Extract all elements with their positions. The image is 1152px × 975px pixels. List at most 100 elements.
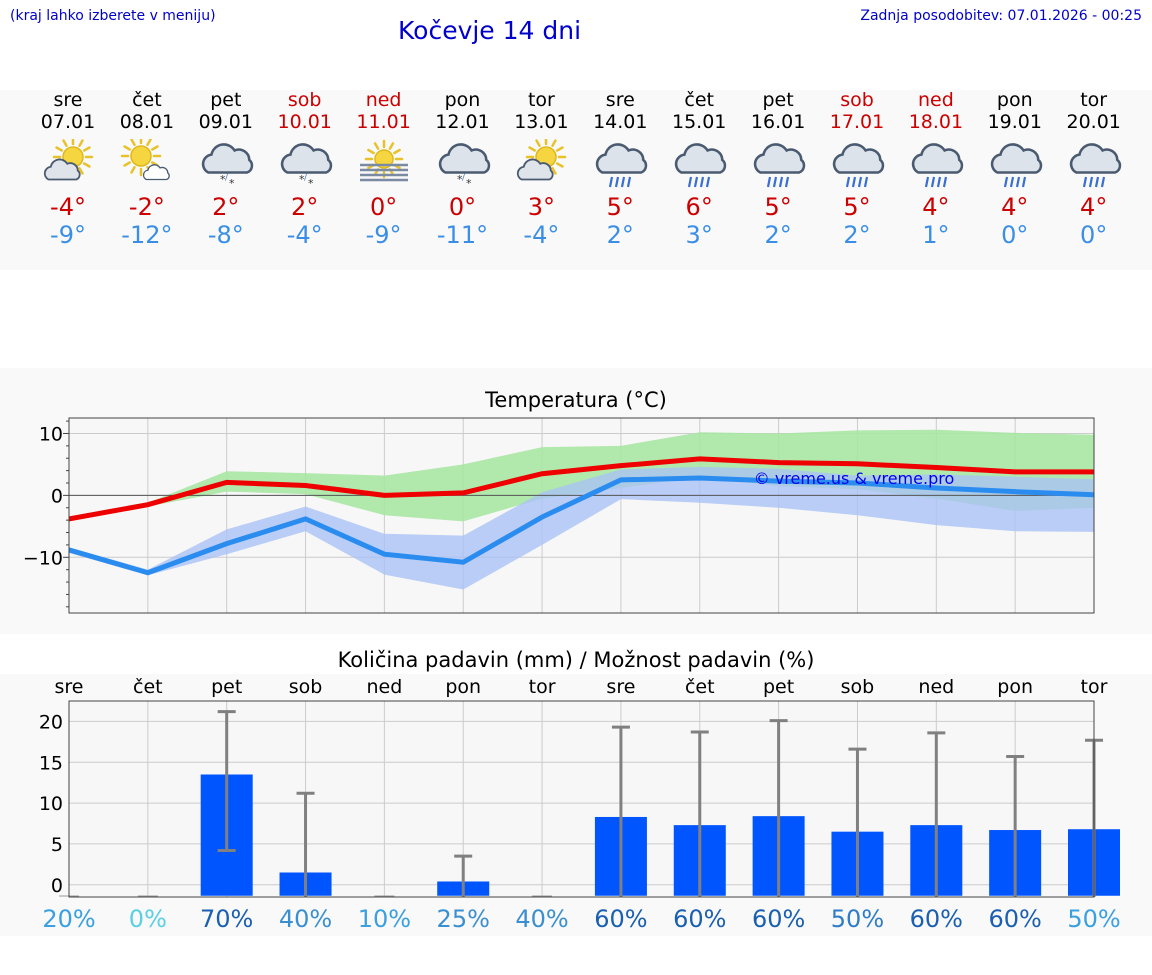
temp-max: 3° [527,193,556,221]
day-name: ned [365,89,402,111]
day-column: pon 12.01 * */ 0° -11° [423,89,503,249]
temp-min: 0° [1080,221,1108,249]
cloud-snow-icon: * */ [438,143,490,189]
day-date: 16.01 [750,111,806,133]
temp-max: 6° [685,193,713,221]
precipitation-title: Količina padavin (mm) / Možnost padavin … [337,648,815,672]
day-name: sre [53,89,83,111]
cloud-rain-icon [990,143,1043,188]
temp-min: 1° [922,221,950,249]
temp-max: 2° [291,193,319,221]
day-date: 08.01 [119,111,175,133]
day-column: čet 08.01 -2° -12° [107,89,187,249]
day-name: sre [605,89,635,111]
cloud-rain-icon [832,143,885,188]
day-date: 09.01 [198,111,253,133]
temp-min: 2° [764,221,792,249]
sun-cloud-icon [43,139,94,181]
day-date: 17.01 [829,111,885,133]
temp-max: -4° [50,193,86,221]
cloud-rain-icon [1069,143,1121,188]
svg-text:/: / [225,173,229,183]
sun-fog-icon [359,139,408,182]
svg-text:/: / [462,173,466,183]
svg-text:/: / [304,173,308,183]
day-name: pon [996,89,1033,111]
day-name: čet [132,89,162,111]
day-column: sob 10.01 * */ 2° -4° [265,89,345,249]
day-column: pet 09.01 * */ 2° -8° [186,89,266,249]
temp-max: 5° [843,193,871,221]
day-column: tor 20.01 4° 0° [1054,89,1134,249]
temp-min: -11° [436,221,489,249]
day-date: 19.01 [987,111,1042,133]
temp-min: -4° [286,221,323,249]
day-date: 13.01 [514,111,569,133]
temp-max: 5° [764,193,792,221]
day-column: ned 11.01 0° -9° [344,89,424,249]
day-column: pet 16.01 5° 2° [738,89,818,249]
temp-max: 0° [448,193,477,221]
precipitation-panel [0,674,1152,936]
cloud-snow-icon: * */ [201,143,254,189]
sun-cloud-icon [517,139,567,181]
temp-max: 2° [212,193,240,221]
svg-text:*: * [457,173,463,186]
temp-max: -2° [128,193,165,221]
svg-text:*: * [220,173,226,186]
cloud-rain-icon [675,143,727,188]
day-name: sob [840,89,874,111]
last-updated: Zadnja posodobitev: 07.01.2026 - 00:25 [860,8,1142,24]
temp-max: 4° [1080,193,1108,221]
day-column: tor 13.01 3° -4° [501,89,581,249]
cloud-snow-icon: * */ [280,143,332,189]
cloud-rain-icon [596,143,648,188]
day-date: 15.01 [671,111,727,133]
temp-min: 2° [843,221,871,249]
menu-hint: (kraj lahko izberete v meniju) [10,8,216,24]
day-name: pet [210,89,242,111]
day-name: tor [1080,89,1108,111]
day-name: tor [527,89,555,111]
day-name: čet [684,89,714,111]
cloud-rain-icon [753,143,806,188]
day-name: pon [444,89,481,111]
day-date: 14.01 [593,111,648,133]
temp-max: 4° [1001,193,1029,221]
cloud-rain-icon [911,143,964,188]
svg-text:*: * [308,177,314,189]
temp-min: -12° [121,221,173,249]
svg-text:*: * [299,173,305,186]
temp-min: 2° [606,221,634,249]
page-title: Kočevje 14 dni [398,16,582,45]
day-column: čet 15.01 6° 3° [659,89,739,249]
day-date: 11.01 [356,111,411,133]
day-date: 10.01 [277,111,332,133]
temp-min: -8° [207,221,244,249]
temp-max: 5° [606,193,634,221]
forecast-strip [0,90,1152,270]
day-column: ned 18.01 4° 1° [896,89,976,249]
day-name: pet [762,89,794,111]
temp-min: 3° [685,221,713,249]
day-date: 20.01 [1066,111,1121,133]
temp-min: -9° [365,221,402,249]
day-column: sre 07.01 -4° -9° [28,89,108,249]
temp-min: -4° [523,221,560,249]
temperature-title: Temperatura (°C) [485,388,667,412]
day-name: ned [917,89,954,111]
day-date: 18.01 [908,111,964,133]
day-column: sob 17.01 5° 2° [817,89,897,249]
day-date: 12.01 [435,111,490,133]
svg-text:*: * [229,177,235,189]
sun-small-cloud-icon [120,139,170,181]
day-column: pon 19.01 4° 0° [975,89,1055,249]
day-name: sob [287,89,322,111]
svg-text:*: * [466,177,472,189]
temp-min: -9° [50,221,86,249]
day-date: 07.01 [40,111,96,133]
temp-max: 4° [922,193,950,221]
temp-max: 0° [369,193,398,221]
temp-min: 0° [1001,221,1029,249]
day-column: sre 14.01 5° 2° [580,89,660,249]
